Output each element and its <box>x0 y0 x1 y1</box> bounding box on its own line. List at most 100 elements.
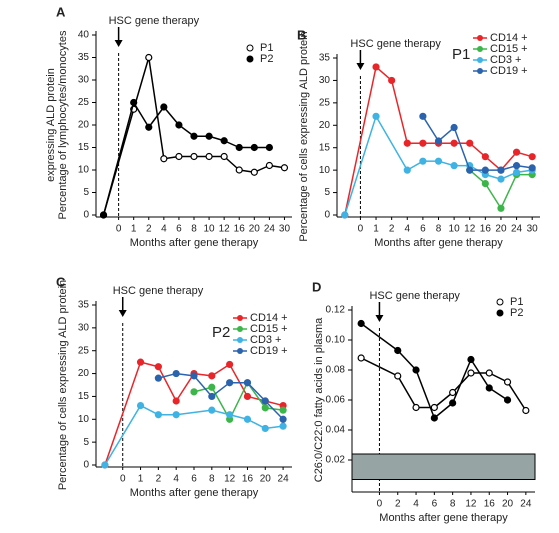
therapy-arrowhead <box>114 40 123 47</box>
y-axis-label: C26:0/C22:0 fatty acids in plasma <box>313 317 325 482</box>
x-tick-label: 16 <box>242 474 254 485</box>
panel-label: A <box>56 4 66 19</box>
legend-marker <box>477 46 483 52</box>
y-tick-label: 0.04 <box>326 425 346 436</box>
x-tick-label: 8 <box>209 474 215 485</box>
series-segment <box>397 349 417 371</box>
data-point <box>449 388 457 397</box>
data-point <box>503 396 512 404</box>
therapy-arrowhead <box>118 310 127 317</box>
x-tick-label: 0 <box>116 224 122 235</box>
x-axis-label: Months after gene therapy <box>130 487 259 499</box>
data-point <box>279 422 287 430</box>
series-segment <box>104 405 142 466</box>
data-point <box>449 399 457 407</box>
data-point <box>243 379 252 387</box>
series-segment <box>133 102 150 128</box>
y-tick-label: 30 <box>78 75 90 86</box>
legend-marker <box>237 348 243 354</box>
x-tick-label: 4 <box>161 224 167 235</box>
group-label: P1 <box>452 46 470 63</box>
data-point <box>136 401 145 410</box>
x-axis-label: Months after gene therapy <box>130 237 259 249</box>
legend-marker <box>496 309 504 317</box>
x-tick-label: 12 <box>219 224 231 235</box>
legend-label: CD15 + <box>250 323 288 335</box>
data-point <box>412 403 420 412</box>
data-point <box>235 166 243 174</box>
series-segment <box>506 381 527 411</box>
x-tick-label: 20 <box>495 224 507 235</box>
x-tick-label: 20 <box>249 224 261 235</box>
y-tick-label: 0 <box>83 460 89 471</box>
data-point <box>497 166 505 174</box>
x-tick-label: 8 <box>436 224 442 235</box>
series-segment <box>264 400 284 420</box>
x-tick-label: 24 <box>278 474 290 485</box>
y-axis-label: Percentage of cells expressing ALD prote… <box>298 31 310 241</box>
legend-marker <box>477 35 483 41</box>
series-segment <box>451 359 472 404</box>
data-point <box>261 424 269 433</box>
series-segment <box>433 402 454 419</box>
data-point <box>467 369 475 377</box>
data-point <box>205 152 213 161</box>
data-point <box>235 143 243 152</box>
data-point <box>130 98 138 107</box>
data-point <box>208 392 216 401</box>
x-tick-label: 1 <box>373 224 379 235</box>
data-point <box>403 166 411 174</box>
x-tick-label: 20 <box>260 474 272 485</box>
data-point <box>388 76 396 85</box>
data-point <box>172 411 180 419</box>
data-point <box>190 132 198 140</box>
y-tick-label: 0.06 <box>326 395 346 406</box>
y-tick-label: 20 <box>319 120 331 131</box>
data-point <box>434 157 443 165</box>
y-tick-label: 15 <box>319 142 331 153</box>
y-tick-label: 30 <box>78 322 90 333</box>
x-tick-label: 30 <box>279 224 291 235</box>
legend-marker <box>246 44 254 52</box>
series-segment <box>175 373 195 402</box>
series-segment <box>163 106 180 126</box>
series-segment <box>344 66 377 216</box>
series-segment <box>422 115 440 142</box>
data-point <box>261 404 269 412</box>
data-point <box>528 164 536 172</box>
series-segment <box>228 364 249 397</box>
legend-label: P1 <box>260 42 273 54</box>
data-point <box>279 415 287 423</box>
data-point <box>190 372 198 380</box>
series-segment <box>246 382 266 402</box>
x-tick-label: 1 <box>138 474 144 485</box>
series-segment <box>193 375 213 397</box>
x-tick-label: 6 <box>420 224 426 235</box>
annotation: HSC gene therapy <box>350 38 441 50</box>
series-segment <box>500 174 518 209</box>
data-point <box>485 384 493 392</box>
x-tick-label: 4 <box>413 499 419 510</box>
legend-label: P2 <box>510 307 523 319</box>
data-point <box>190 388 198 396</box>
legend-label: CD3 + <box>490 54 522 66</box>
y-tick-label: 0 <box>324 210 330 221</box>
legend-label: P1 <box>510 296 523 308</box>
y-axis-label: Percentage of lymphocytes/monocytes <box>57 30 69 219</box>
data-point <box>226 411 234 419</box>
x-tick-label: 6 <box>191 474 197 485</box>
series-segment <box>484 183 502 209</box>
x-tick-label: 24 <box>264 224 276 235</box>
therapy-arrowhead <box>375 315 384 322</box>
y-tick-label: 20 <box>78 368 90 379</box>
x-tick-label: 0 <box>358 224 364 235</box>
y-tick-label: 0.12 <box>326 305 346 316</box>
data-point <box>160 103 168 111</box>
y-tick-label: 25 <box>78 97 90 108</box>
x-tick-label: 10 <box>449 224 461 235</box>
data-point <box>528 153 536 161</box>
y-tick-label: 0.10 <box>326 335 346 346</box>
y-tick-label: 5 <box>83 437 89 448</box>
data-point <box>175 121 183 129</box>
